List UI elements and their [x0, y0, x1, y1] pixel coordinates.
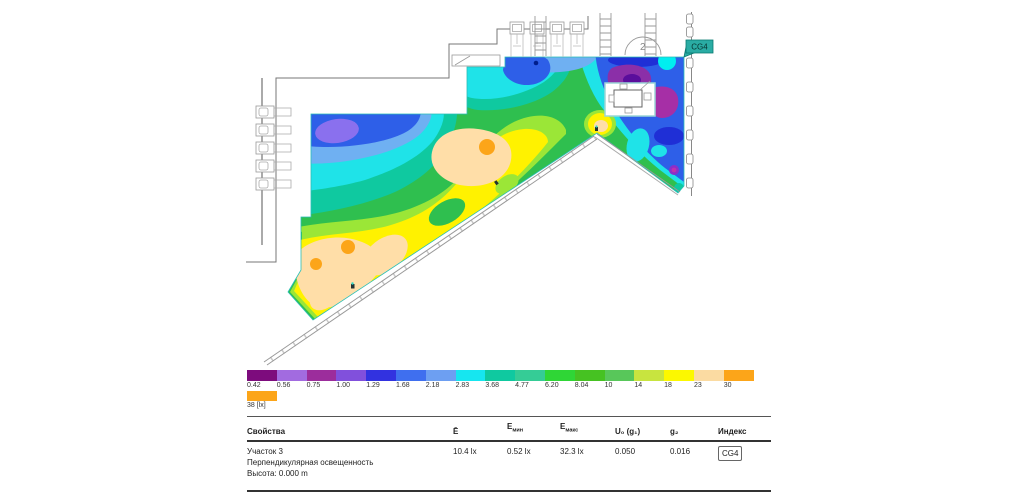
scale-label: 1.29 — [366, 382, 380, 389]
scale-overflow-label: 38 [lx] — [247, 402, 266, 409]
scale-label: 1.68 — [395, 382, 410, 389]
right-columns — [686, 13, 694, 189]
value-e-max: 32.3 lx — [560, 446, 584, 456]
scale-swatch — [395, 370, 426, 381]
scale-swatch — [366, 370, 396, 381]
scale-swatch — [515, 370, 545, 381]
stairs — [534, 13, 662, 56]
scale-swatch — [336, 370, 367, 381]
results-table: Свойства Ē Eмин Eмакс U₀ (g₁) g₂ Индекс … — [247, 416, 771, 492]
scale-swatch — [455, 370, 486, 381]
surface-type: Перпендикулярная освещенность — [247, 457, 374, 467]
results-table-header: Свойства Ē Eмин Eмакс U₀ (g₁) g₂ Индекс — [247, 416, 771, 442]
scale-label: 4.77 — [515, 382, 529, 389]
value-u0: 0.050 — [615, 446, 636, 456]
header-g2: g₂ — [670, 426, 679, 436]
scale-overflow: 38 [lx] — [247, 391, 754, 409]
scale-swatch — [664, 370, 694, 381]
top-chairs — [509, 21, 585, 57]
scale-swatch — [485, 370, 516, 381]
scale-label: 0.42 — [247, 382, 261, 389]
value-index: CG4 — [718, 445, 771, 484]
scale-segment: 10 — [604, 370, 635, 389]
scale-swatch — [306, 370, 337, 381]
surface-tag-label: CG4 — [691, 43, 708, 52]
value-e-avg: 10.4 lx — [453, 446, 477, 456]
scale-swatch — [544, 370, 575, 381]
scale-swatch — [425, 370, 456, 381]
scale-segment: 0.42 — [247, 370, 277, 389]
scale-label: 3.68 — [485, 382, 499, 389]
false-color-scale: 0.42 0.56 0.75 1.00 1.29 1.68 2.18 2.83 3.68 4.77… — [247, 370, 754, 409]
surface-name: Участок 3 — [247, 446, 283, 456]
scale-label: 10 — [604, 382, 613, 389]
value-g2: 0.016 — [670, 446, 691, 456]
index-badge: CG4 — [718, 445, 743, 461]
scale-segment: 4.77 — [515, 370, 545, 389]
scale-segment: 2.18 — [425, 370, 456, 389]
scale-label: 18 — [664, 382, 672, 389]
scale-bar: 0.42 0.56 0.75 1.00 1.29 1.68 2.18 2.83 3.68 4.77… — [247, 370, 754, 389]
scale-swatch — [247, 370, 277, 381]
calculation-surface-outline — [287, 56, 685, 321]
results-table-row[interactable]: Участок 3 Перпендикулярная освещенность … — [247, 442, 771, 492]
plan-markers — [351, 125, 598, 289]
scale-label: 0.56 — [276, 382, 291, 389]
header-e-min: Eмин — [507, 422, 524, 434]
surface-description: Участок 3 Перпендикулярная освещенность … — [247, 446, 453, 484]
scale-segment: 14 — [634, 370, 665, 389]
scale-label: 23 — [693, 382, 702, 389]
diagonal-wall — [263, 133, 681, 366]
header-e-max: Eмакс — [560, 422, 579, 434]
header-properties: Свойства — [247, 426, 286, 436]
scale-swatch — [723, 370, 754, 381]
scale-segment: 0.56 — [276, 370, 307, 389]
scale-label: 2.83 — [455, 382, 470, 389]
meeting-table — [604, 80, 656, 117]
scale-segment: 1.68 — [395, 370, 426, 389]
scale-segment: 2.83 — [455, 370, 486, 389]
scale-segment: 6.20 — [544, 370, 575, 389]
surface-height: Высота: 0.000 m — [247, 468, 308, 478]
scale-label: 30 — [723, 382, 732, 389]
scale-swatch — [604, 370, 635, 381]
scale-segment: 1.29 — [366, 370, 396, 389]
scale-overflow-swatch — [247, 391, 277, 401]
scale-segment: 0.75 — [306, 370, 337, 389]
scale-label: 1.00 — [336, 382, 351, 389]
scale-segment: 3.68 — [485, 370, 516, 389]
header-u0: U₀ (g₁) — [615, 426, 641, 436]
header-e-avg: Ē — [453, 426, 459, 436]
surface-tag[interactable]: CG4 — [683, 39, 714, 58]
scale-label: 14 — [634, 382, 643, 389]
scale-segment: 1.00 — [336, 370, 367, 389]
value-e-min: 0.52 lx — [507, 446, 531, 456]
stair-level-label: 2 — [640, 42, 646, 53]
scale-swatch — [693, 370, 724, 381]
scale-segment: 30 — [723, 370, 754, 389]
scale-segment: 18 — [664, 370, 694, 389]
scale-label: 0.75 — [306, 382, 321, 389]
scale-segment: 8.04 — [574, 370, 605, 389]
scale-label: 8.04 — [574, 382, 589, 389]
scale-swatch — [574, 370, 605, 381]
header-index: Индекс — [718, 426, 747, 436]
cabinet — [451, 54, 501, 67]
scale-label: 2.18 — [425, 382, 440, 389]
scale-segment: 23 — [693, 370, 724, 389]
scale-swatch — [276, 370, 307, 381]
scale-label: 6.20 — [544, 382, 559, 389]
floor-plan: 2 CG4 — [246, 12, 714, 366]
left-furniture — [255, 105, 292, 191]
scale-swatch — [634, 370, 665, 381]
